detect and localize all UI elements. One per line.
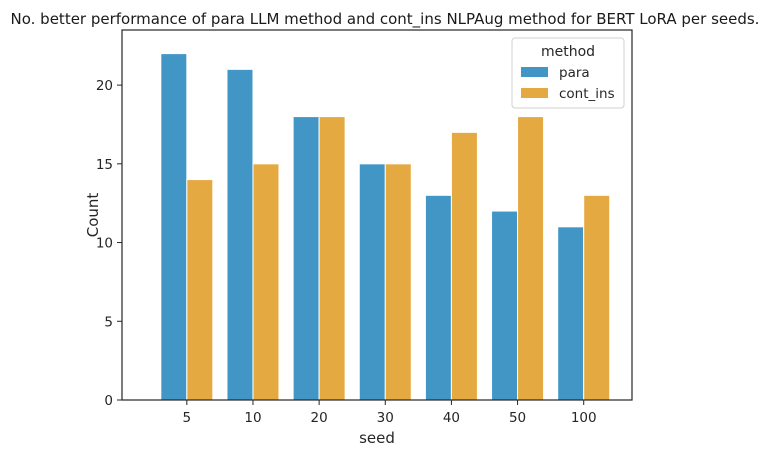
y-tick-label: 0 — [104, 393, 113, 409]
y-tick-label: 5 — [104, 314, 113, 330]
x-tick-label: 100 — [571, 410, 597, 426]
y-tick-label: 20 — [96, 78, 113, 94]
bar-cont_ins-5 — [186, 179, 214, 401]
x-tick-label: 5 — [183, 410, 192, 426]
plot-frame — [121, 29, 633, 401]
legend-label-para: para — [559, 65, 590, 81]
legend-swatch-para — [521, 67, 548, 77]
y-tick-label: 15 — [96, 157, 113, 173]
x-tick-label: 50 — [509, 410, 526, 426]
bar-cont_ins-50 — [517, 116, 545, 401]
legend-swatch-cont_ins — [521, 88, 548, 98]
x-tick-label: 10 — [244, 410, 261, 426]
y-axis-label: Count — [84, 193, 102, 238]
bar-para-50 — [491, 210, 519, 401]
x-tick-label: 20 — [311, 410, 328, 426]
bar-para-100 — [557, 226, 585, 401]
legend-title: method — [541, 44, 595, 60]
bar-para-10 — [226, 68, 254, 401]
bar-cont_ins-20 — [318, 116, 346, 401]
bar-cont_ins-40 — [450, 131, 478, 401]
x-axis-label: seed — [359, 429, 395, 447]
bar-cont_ins-10 — [252, 163, 280, 401]
y-tick-label: 10 — [96, 236, 113, 252]
bar-cont_ins-100 — [583, 194, 611, 401]
legend-label-cont_ins: cont_ins — [559, 86, 615, 102]
bar-para-40 — [424, 194, 452, 401]
x-tick-label: 30 — [377, 410, 394, 426]
bar-para-5 — [160, 53, 188, 401]
chart-title: No. better performance of para LLM metho… — [10, 10, 760, 28]
bar-cont_ins-30 — [384, 163, 412, 401]
x-tick-label: 40 — [443, 410, 460, 426]
bar-para-30 — [358, 163, 386, 401]
bar-para-20 — [292, 116, 320, 401]
